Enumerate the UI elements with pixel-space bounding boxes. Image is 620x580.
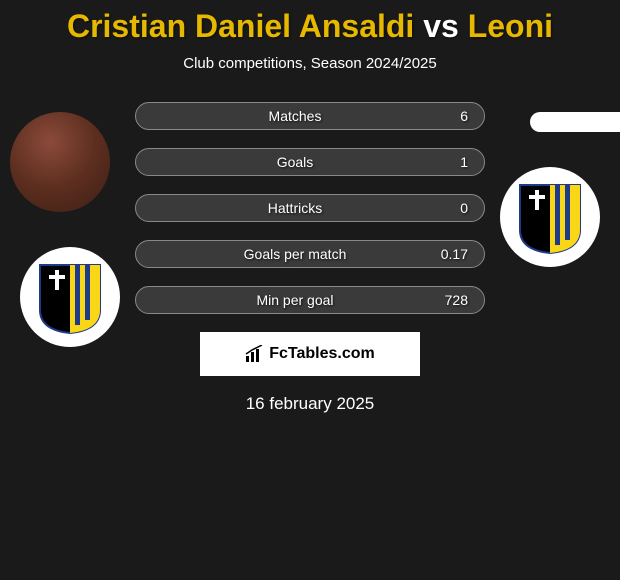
stat-value-right: 1 [438, 154, 468, 170]
stat-label: Matches [152, 108, 438, 124]
stats-container: Matches 6 Goals 1 Hattricks 0 Goals per … [135, 102, 485, 314]
parma-shield-icon [515, 180, 585, 255]
stat-label: Goals [152, 154, 438, 170]
subtitle: Club competitions, Season 2024/2025 [0, 55, 620, 72]
vs-text: vs [423, 8, 459, 44]
stat-label: Min per goal [152, 292, 438, 308]
chart-icon [245, 345, 263, 363]
player2-photo [530, 112, 620, 132]
stat-row-mpg: Min per goal 728 [135, 286, 485, 314]
stat-row-matches: Matches 6 [135, 102, 485, 130]
page-title: Cristian Daniel Ansaldi vs Leoni [0, 8, 620, 45]
stat-value-right: 6 [438, 108, 468, 124]
stat-row-goals: Goals 1 [135, 148, 485, 176]
stat-label: Goals per match [152, 246, 438, 262]
player1-name: Cristian Daniel Ansaldi [67, 8, 414, 44]
date-text: 16 february 2025 [0, 394, 620, 414]
club-badge-left [20, 247, 120, 347]
player1-photo [10, 112, 110, 212]
header: Cristian Daniel Ansaldi vs Leoni Club co… [0, 0, 620, 72]
stat-row-gpm: Goals per match 0.17 [135, 240, 485, 268]
content-area: Matches 6 Goals 1 Hattricks 0 Goals per … [0, 102, 620, 414]
player2-name: Leoni [468, 8, 553, 44]
brand-text: FcTables.com [269, 345, 375, 363]
stat-label: Hattricks [152, 200, 438, 216]
footer-brand-badge: FcTables.com [200, 332, 420, 376]
club-badge-right [500, 167, 600, 267]
stat-value-right: 0.17 [438, 246, 468, 262]
stat-value-right: 728 [438, 292, 468, 308]
stat-row-hattricks: Hattricks 0 [135, 194, 485, 222]
stat-value-right: 0 [438, 200, 468, 216]
parma-shield-icon [35, 260, 105, 335]
